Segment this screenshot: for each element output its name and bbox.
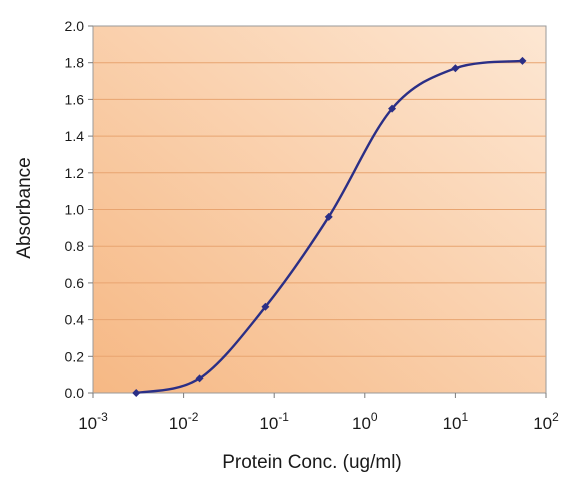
y-tick-label: 1.0 — [65, 202, 85, 218]
y-tick-label: 1.6 — [65, 91, 85, 107]
y-tick-label: 1.2 — [65, 165, 85, 181]
data-point-2 — [261, 302, 270, 311]
y-tick-label: 1.8 — [65, 55, 85, 71]
series-markers — [132, 56, 527, 397]
x-axis-title: Protein Conc. (ug/ml) — [222, 452, 402, 473]
x-tick-label: 10-1 — [259, 410, 289, 433]
y-tick-label: 0.8 — [65, 238, 85, 254]
y-axis-ticks: 0.0 0.2 0.4 0.6 0.8 1.0 1.2 1.4 1.6 1.8 2.0 — [65, 18, 93, 401]
x-tick-label: 100 — [352, 410, 378, 433]
data-point-6 — [518, 56, 527, 65]
data-point-4 — [388, 104, 397, 113]
y-axis-title: Absorbance — [14, 157, 35, 258]
y-tick-label: 2.0 — [65, 18, 85, 34]
data-point-3 — [324, 212, 333, 221]
x-tick-label: 101 — [443, 410, 469, 433]
x-tick-label: 10-2 — [169, 410, 199, 433]
y-tick-label: 1.4 — [65, 128, 85, 144]
data-point-1 — [195, 374, 204, 383]
x-axis-ticks: 10-3 10-2 10-1 100 101 102 — [78, 393, 559, 433]
x-tick-label: 10-3 — [78, 410, 108, 433]
y-tick-label: 0.4 — [65, 312, 85, 328]
y-tick-label: 0.0 — [65, 385, 85, 401]
data-point-0 — [132, 389, 141, 397]
gridlines — [93, 62, 546, 357]
data-point-5 — [451, 64, 460, 73]
x-tick-label: 102 — [533, 410, 559, 433]
y-tick-label: 0.6 — [65, 275, 85, 291]
y-tick-label: 0.2 — [65, 348, 85, 364]
